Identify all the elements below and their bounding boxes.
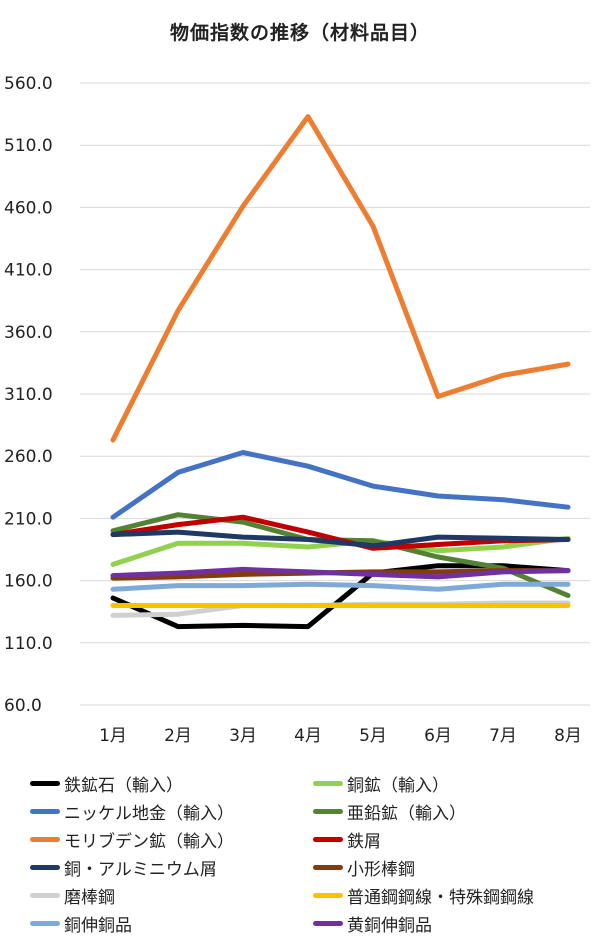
- legend-swatch: [30, 864, 60, 870]
- y-tick-label: 460.0: [4, 198, 53, 218]
- series-lines: [110, 114, 571, 630]
- legend-swatch: [313, 920, 343, 926]
- legend-swatch: [313, 836, 343, 842]
- legend-swatch: [30, 808, 60, 814]
- series-line-3: [110, 450, 571, 520]
- legend-item: 小形棒鋼: [313, 854, 415, 880]
- y-tick-label: 60.0: [4, 696, 42, 716]
- legend-label: 小形棒鋼: [347, 859, 415, 880]
- legend-label: 銅伸銅品: [64, 915, 132, 936]
- y-tick-label: 260.0: [4, 447, 53, 467]
- y-axis-tick-labels: 60.0 110.0 160.0 210.0 260.0 310.0 360.0 410.0 4…: [4, 74, 53, 716]
- y-tick-label: 410.0: [4, 261, 53, 281]
- gridlines: [80, 82, 590, 706]
- legend-swatch: [30, 780, 60, 786]
- x-tick-label: 4月: [294, 726, 322, 746]
- legend-swatch: [313, 864, 343, 870]
- legend-item: 鉄鉱石（輸入）: [30, 770, 183, 796]
- chart-title: 物価指数の推移（材料品目）: [169, 22, 430, 44]
- x-tick-label: 3月: [229, 726, 257, 746]
- y-tick-label: 560.0: [4, 74, 53, 94]
- y-tick-label: 510.0: [4, 136, 53, 156]
- legend-label: ニッケル地金（輸入）: [64, 803, 234, 824]
- legend-swatch: [313, 780, 343, 786]
- legend-item: 鉄屑: [313, 826, 381, 852]
- x-tick-label: 5月: [359, 726, 387, 746]
- series-line-12: [110, 566, 571, 580]
- x-axis-tick-labels: 1月 2月 3月 4月 5月 6月 7月 8月: [99, 726, 582, 746]
- legend-label: 黄銅伸銅品: [347, 915, 432, 936]
- legend-label: 亜鉛鉱（輸入）: [347, 803, 466, 824]
- legend-item: 磨棒鋼: [30, 882, 115, 908]
- legend-label: 鉄屑: [347, 831, 381, 852]
- y-tick-label: 110.0: [4, 634, 53, 654]
- legend-label: 銅・アルミニウム屑: [64, 859, 217, 880]
- x-tick-label: 1月: [99, 726, 127, 746]
- x-tick-label: 8月: [554, 726, 582, 746]
- legend-label: 鉄鉱石（輸入）: [64, 775, 183, 796]
- legend-item: 銅伸銅品: [30, 910, 132, 936]
- legend-item: 黄銅伸銅品: [313, 910, 432, 936]
- series-line-11: [110, 581, 571, 592]
- legend-swatch: [30, 836, 60, 842]
- legend-swatch: [313, 808, 343, 814]
- legend-swatch: [30, 920, 60, 926]
- legend-label: モリブデン鉱（輸入）: [64, 831, 234, 852]
- line-chart: 60.0 110.0 160.0 210.0 260.0 310.0 360.0 410.0 4…: [4, 74, 590, 746]
- legend-item: モリブデン鉱（輸入）: [30, 826, 234, 852]
- x-tick-label: 6月: [424, 726, 452, 746]
- legend-item: ニッケル地金（輸入）: [30, 798, 234, 824]
- y-tick-label: 310.0: [4, 385, 53, 405]
- x-tick-label: 7月: [489, 726, 517, 746]
- legend-label: 磨棒鋼: [64, 887, 115, 908]
- legend-swatch: [313, 892, 343, 898]
- y-tick-label: 360.0: [4, 323, 53, 343]
- x-tick-label: 2月: [164, 726, 192, 746]
- y-tick-label: 160.0: [4, 572, 53, 592]
- series-line-5: [110, 114, 571, 443]
- legend-label: 銅鉱（輸入）: [347, 775, 449, 796]
- legend-swatch: [30, 892, 60, 898]
- legend-item: 普通鋼鋼線・特殊鋼鋼線: [313, 882, 534, 908]
- series-line-7: [110, 529, 571, 549]
- legend-item: 銅鉱（輸入）: [313, 770, 449, 796]
- y-tick-label: 210.0: [4, 509, 53, 529]
- legend-label: 普通鋼鋼線・特殊鋼鋼線: [347, 887, 534, 908]
- legend-item: 銅・アルミニウム屑: [30, 854, 217, 880]
- legend-item: 亜鉛鉱（輸入）: [313, 798, 466, 824]
